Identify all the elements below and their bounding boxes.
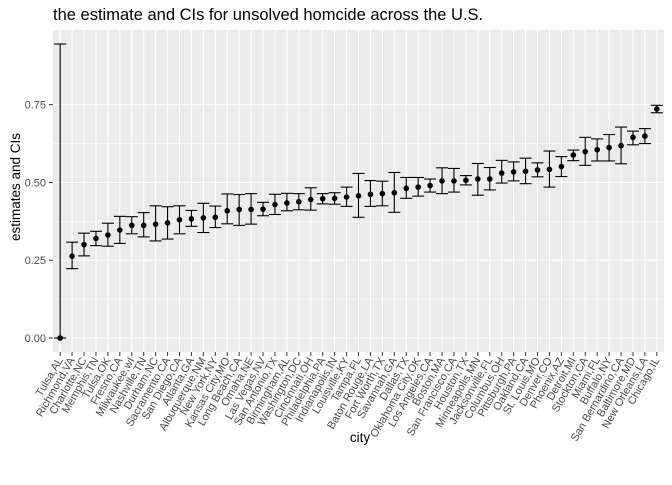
estimate-point-46 — [606, 144, 612, 151]
estimate-point-49 — [642, 133, 648, 139]
estimate-point-27 — [379, 190, 386, 197]
estimate-point-44 — [582, 148, 589, 155]
estimate-point-23 — [331, 195, 338, 202]
y-axis-label: estimates and CIs — [8, 133, 23, 241]
estimate-point-45 — [594, 146, 600, 153]
estimate-point-29 — [403, 185, 410, 192]
chart-title: the estimate and CIs for unsolved homcid… — [53, 6, 483, 24]
estimate-point-4 — [105, 232, 111, 238]
estimate-point-37 — [498, 170, 505, 176]
x-axis-label: city — [350, 430, 371, 445]
estimate-point-18 — [272, 201, 278, 208]
estimate-point-17 — [260, 206, 266, 212]
y-tick-label: 0.75 — [25, 100, 46, 112]
estimate-point-39 — [522, 168, 529, 175]
estimate-point-11 — [188, 216, 195, 222]
estimate-point-41 — [546, 166, 553, 173]
estimate-point-21 — [307, 196, 314, 203]
y-axis: 0.00 0.25 0.50 0.75 — [25, 100, 53, 345]
estimate-point-6 — [128, 222, 135, 229]
estimate-point-35 — [475, 176, 481, 182]
y-tick-label: 0.50 — [25, 177, 46, 189]
y-tick-label: 0.00 — [25, 333, 46, 345]
estimate-point-12 — [200, 215, 207, 221]
estimate-points — [57, 106, 660, 341]
estimate-point-15 — [236, 206, 242, 213]
estimate-point-25 — [355, 193, 362, 199]
grid-major — [53, 30, 664, 352]
estimate-point-20 — [296, 198, 302, 205]
estimate-point-10 — [176, 216, 183, 223]
x-axis: Tulsa,ALRichmond,VACharlotte,NCMemphis,T… — [34, 352, 662, 444]
estimate-point-30 — [415, 184, 421, 190]
estimate-point-40 — [534, 167, 541, 173]
estimate-point-3 — [93, 235, 99, 242]
estimate-point-34 — [463, 177, 469, 184]
y-tick-label: 0.25 — [25, 255, 46, 267]
estimate-point-1 — [69, 253, 75, 259]
estimate-point-22 — [319, 195, 326, 202]
estimate-point-48 — [630, 134, 636, 141]
estimate-point-14 — [224, 207, 231, 214]
estimate-point-50 — [654, 106, 660, 112]
estimate-point-38 — [510, 169, 517, 175]
estimate-point-0 — [57, 335, 63, 341]
estimate-point-26 — [367, 191, 374, 198]
estimate-point-32 — [439, 178, 445, 184]
estimate-point-42 — [558, 163, 565, 170]
estimate-point-19 — [284, 200, 290, 206]
estimate-point-13 — [212, 214, 219, 221]
estimate-point-24 — [343, 194, 350, 200]
estimate-point-28 — [391, 189, 398, 196]
estimate-point-16 — [248, 206, 254, 213]
estimate-point-7 — [140, 222, 147, 229]
estimate-point-36 — [486, 176, 493, 182]
estimate-point-31 — [427, 182, 433, 189]
estimate-point-9 — [164, 220, 171, 226]
estimate-point-47 — [618, 142, 624, 149]
estimate-point-43 — [570, 152, 577, 158]
estimate-point-2 — [81, 241, 87, 248]
estimate-point-33 — [451, 178, 457, 184]
estimate-point-8 — [152, 221, 159, 227]
estimate-point-5 — [117, 227, 123, 233]
